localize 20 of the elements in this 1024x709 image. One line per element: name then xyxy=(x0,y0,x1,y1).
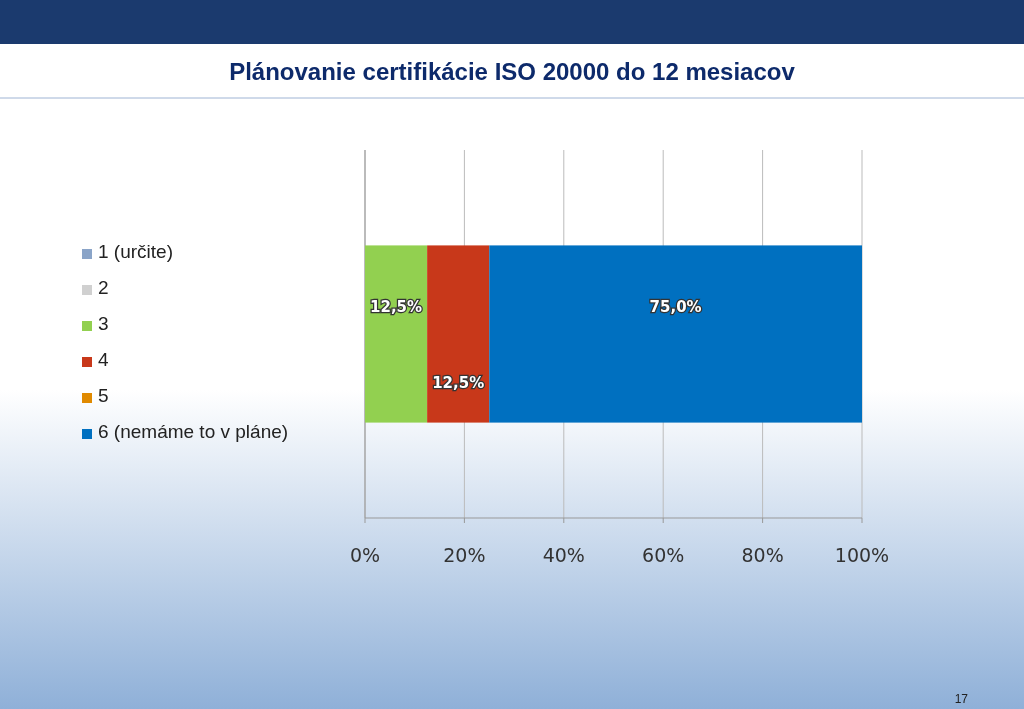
x-tick-label: 0% xyxy=(349,544,381,566)
bar xyxy=(365,245,428,423)
data-label: 12,5% xyxy=(370,297,423,316)
text: 17 xyxy=(954,692,969,706)
bar xyxy=(427,245,490,423)
data-label: 12,5% xyxy=(432,374,485,393)
legend-label: 3 xyxy=(98,313,109,334)
legend-label: 6 (nemáme to v pláne) xyxy=(98,421,289,442)
data-label: 75,0% xyxy=(649,297,702,316)
x-tick-label: 60% xyxy=(642,544,685,566)
bar xyxy=(489,245,862,423)
legend-label: 5 xyxy=(98,385,109,406)
legend-label: 4 xyxy=(98,349,109,370)
x-tick-label: 100% xyxy=(834,544,890,566)
x-tick-label: 40% xyxy=(542,544,585,566)
chart-title: Plánovanie certifikácie ISO 20000 do 12 mesiacov xyxy=(229,58,796,85)
x-tick-label: 80% xyxy=(741,544,784,566)
legend-label: 2 xyxy=(98,277,109,298)
legend-label: 1 (určite) xyxy=(98,241,173,262)
x-tick-label: 20% xyxy=(443,544,486,566)
